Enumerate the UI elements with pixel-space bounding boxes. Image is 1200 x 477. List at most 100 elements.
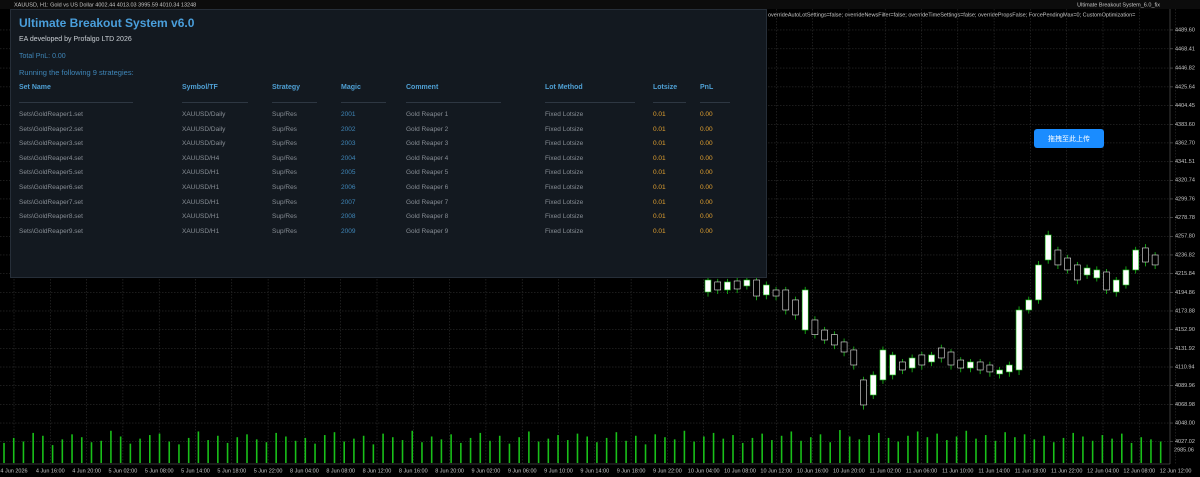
table-cell: Sets\GoldReaper1.set bbox=[19, 111, 83, 118]
y-tick-label: 4194.86 bbox=[1175, 290, 1195, 296]
candle-bull bbox=[1035, 264, 1042, 301]
x-tick-label: 8 Jun 04:00 bbox=[290, 468, 319, 474]
y-tick-label: 4089.96 bbox=[1175, 383, 1195, 389]
table-cell: Sup/Res bbox=[272, 111, 297, 118]
symbol-info: XAUUSD, H1: Gold vs US Dollar 4002.44 40… bbox=[14, 2, 196, 8]
volume-label: 2985.06 bbox=[1174, 447, 1194, 453]
column-header: Comment bbox=[406, 84, 439, 91]
candle-bear bbox=[899, 361, 906, 371]
table-cell: 0.01 bbox=[653, 169, 666, 177]
table-cell: 0.00 bbox=[700, 111, 713, 118]
x-tick-label: 10 Jun 08:00 bbox=[724, 468, 756, 474]
y-tick-label: 4383.60 bbox=[1175, 122, 1195, 128]
upload-button[interactable]: 拖拽至此上传 bbox=[1034, 129, 1104, 148]
x-tick-label: 11 Jun 06:00 bbox=[906, 468, 937, 474]
table-cell: XAUUSD/H1 bbox=[182, 227, 220, 235]
candle-bear bbox=[821, 329, 828, 341]
ea-panel: Ultimate Breakout System v6.0 EA develop… bbox=[10, 9, 767, 278]
table-cell: XAUUSD/H1 bbox=[182, 198, 220, 206]
candle-bear bbox=[714, 281, 722, 291]
table-cell: Gold Reaper 1 bbox=[406, 111, 449, 118]
y-tick-label: 4215.84 bbox=[1175, 271, 1195, 277]
x-tick-label: 11 Jun 10:00 bbox=[942, 468, 973, 474]
y-tick-label: 4446.82 bbox=[1175, 66, 1195, 72]
table-cell: 2004 bbox=[341, 154, 356, 162]
table-cell: Sets\GoldReaper8.set bbox=[19, 213, 83, 221]
header-underline bbox=[272, 102, 317, 103]
table-cell: 0.00 bbox=[700, 184, 713, 191]
y-tick-label: 4173.88 bbox=[1175, 308, 1195, 314]
header-underline bbox=[700, 102, 730, 103]
table-cell: 0.01 bbox=[653, 140, 666, 148]
table-cell: Gold Reaper 4 bbox=[406, 154, 449, 162]
column-header: Strategy bbox=[272, 84, 301, 91]
candle-bull bbox=[801, 289, 809, 331]
x-tick-label: 10 Jun 20:00 bbox=[833, 468, 865, 474]
table-cell: Sets\GoldReaper3.set bbox=[19, 140, 83, 148]
y-tick-label: 4468.41 bbox=[1175, 46, 1195, 52]
y-tick-label: 4027.02 bbox=[1175, 439, 1195, 445]
candle-bear bbox=[937, 347, 945, 359]
candle-bear bbox=[792, 299, 799, 316]
table-cell: Fixed Lotsize bbox=[545, 213, 584, 221]
candle-bull bbox=[879, 349, 887, 381]
y-tick-label: 4131.92 bbox=[1175, 346, 1195, 352]
candle-bull bbox=[996, 369, 1003, 375]
candle-bear bbox=[986, 364, 994, 373]
table-cell: Sets\GoldReaper2.set bbox=[19, 125, 83, 133]
x-tick-label: 8 Jun 08:00 bbox=[326, 468, 355, 474]
table-cell: Fixed Lotsize bbox=[545, 227, 584, 235]
y-tick-label: 4404.45 bbox=[1175, 103, 1195, 109]
table-cell: 0.00 bbox=[700, 154, 713, 162]
column-header: Magic bbox=[341, 84, 361, 91]
table-cell: 0.00 bbox=[700, 227, 713, 235]
table-cell: XAUUSD/H1 bbox=[182, 184, 220, 191]
header-underline bbox=[653, 102, 686, 103]
x-tick-label: 11 Jun 14:00 bbox=[978, 468, 1009, 474]
candle-bull bbox=[928, 354, 935, 363]
table-cell: 2002 bbox=[341, 125, 356, 133]
y-tick-label: 4320.74 bbox=[1175, 178, 1195, 184]
table-cell: 0.01 bbox=[653, 125, 666, 133]
table-cell: Gold Reaper 2 bbox=[406, 125, 449, 133]
x-tick-label: 4 Jun 20:00 bbox=[72, 468, 101, 474]
candle-bull bbox=[967, 361, 974, 369]
candle-bull bbox=[1015, 309, 1023, 371]
table-cell: Fixed Lotsize bbox=[545, 111, 584, 118]
candle-bear bbox=[1151, 254, 1159, 266]
x-tick-label: 9 Jun 06:00 bbox=[508, 468, 537, 474]
candle-bear bbox=[918, 354, 926, 366]
x-tick-label: 9 Jun 22:00 bbox=[653, 468, 682, 474]
candle-bear bbox=[1064, 257, 1071, 271]
candle-bear bbox=[772, 289, 780, 297]
candle-bear bbox=[753, 279, 760, 297]
table-cell: Sup/Res bbox=[272, 125, 297, 133]
candle-bull bbox=[743, 279, 751, 287]
table-cell: 0.00 bbox=[700, 169, 713, 177]
candle-bear bbox=[850, 349, 858, 366]
header-underline bbox=[19, 102, 133, 103]
column-header: PnL bbox=[700, 84, 714, 91]
x-tick-label: 5 Jun 18:00 bbox=[217, 468, 246, 474]
candle-bull bbox=[1093, 269, 1101, 279]
table-cell: Gold Reaper 9 bbox=[406, 227, 449, 235]
y-tick-label: 4110.94 bbox=[1175, 364, 1194, 370]
table-cell: Fixed Lotsize bbox=[545, 154, 584, 162]
x-tick-label: 5 Jun 08:00 bbox=[145, 468, 174, 474]
header-underline bbox=[182, 102, 248, 103]
table-cell: XAUUSD/Daily bbox=[182, 111, 226, 118]
candle-bear bbox=[947, 351, 955, 366]
running-text: Running the following 9 strategies: bbox=[19, 68, 134, 77]
candle-bear bbox=[811, 319, 819, 335]
table-cell: Sets\GoldReaper7.set bbox=[19, 198, 83, 206]
y-tick-label: 4048.00 bbox=[1175, 420, 1195, 426]
x-tick-label: 11 Jun 02:00 bbox=[869, 468, 900, 474]
table-cell: Sup/Res bbox=[272, 169, 297, 177]
table-cell: Sets\GoldReaper4.set bbox=[19, 154, 83, 162]
table-cell: XAUUSD/Daily bbox=[182, 140, 226, 148]
table-cell: 2005 bbox=[341, 169, 356, 177]
table-cell: 0.01 bbox=[653, 227, 666, 235]
table-cell: Fixed Lotsize bbox=[545, 125, 584, 133]
candle-bear bbox=[976, 361, 984, 371]
candle-bear bbox=[1103, 271, 1110, 291]
